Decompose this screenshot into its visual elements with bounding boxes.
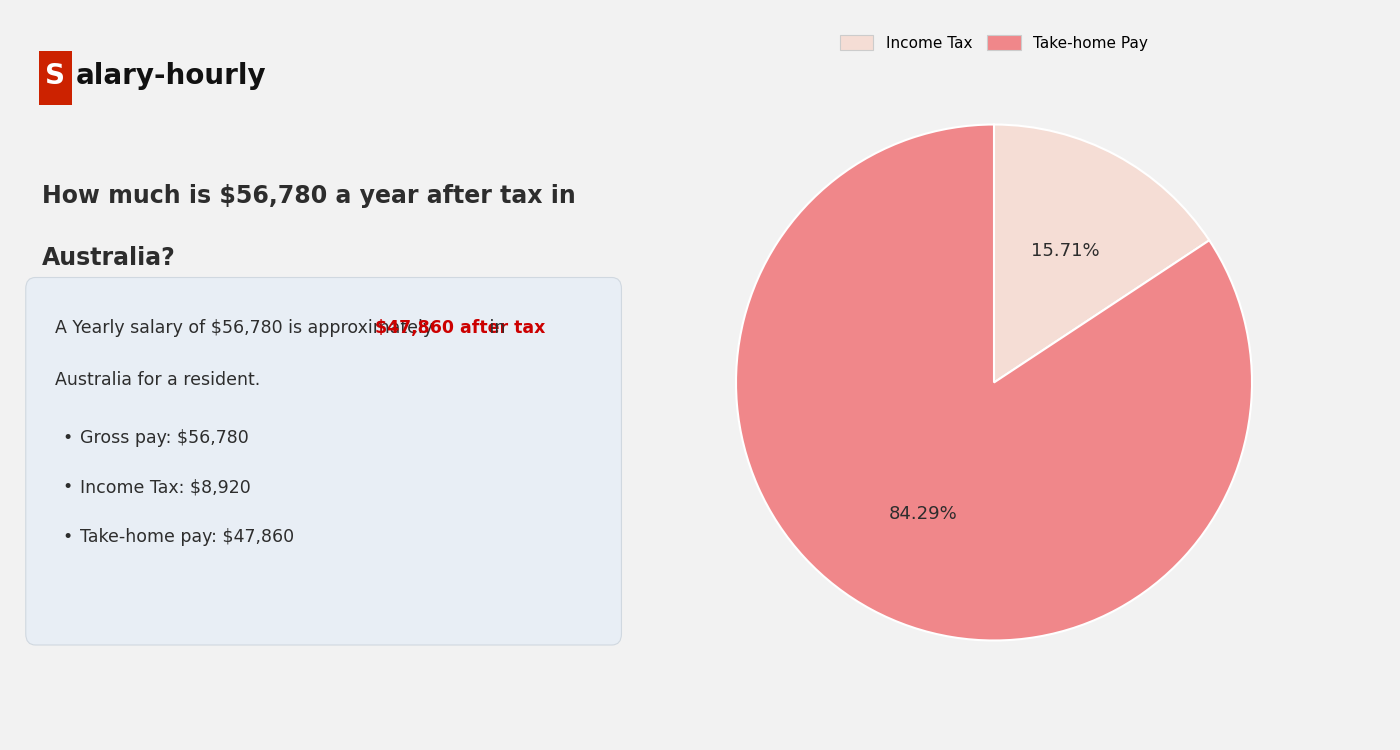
Text: in: in	[483, 319, 505, 337]
Text: 84.29%: 84.29%	[889, 506, 958, 524]
Text: •: •	[63, 528, 73, 546]
Text: Australia?: Australia?	[42, 246, 175, 270]
Text: Take-home pay: $47,860: Take-home pay: $47,860	[81, 528, 294, 546]
Text: $47,860 after tax: $47,860 after tax	[375, 319, 546, 337]
Legend: Income Tax, Take-home Pay: Income Tax, Take-home Pay	[834, 29, 1154, 57]
Wedge shape	[736, 124, 1252, 640]
Text: A Yearly salary of $56,780 is approximately: A Yearly salary of $56,780 is approximat…	[55, 319, 438, 337]
Text: 15.71%: 15.71%	[1030, 242, 1099, 260]
Text: Gross pay: $56,780: Gross pay: $56,780	[81, 429, 249, 447]
Text: •: •	[63, 478, 73, 496]
Wedge shape	[994, 124, 1210, 382]
Text: alary-hourly: alary-hourly	[76, 62, 266, 91]
Text: How much is $56,780 a year after tax in: How much is $56,780 a year after tax in	[42, 184, 575, 208]
FancyBboxPatch shape	[25, 278, 622, 645]
Text: Income Tax: $8,920: Income Tax: $8,920	[81, 478, 251, 496]
Text: Australia for a resident.: Australia for a resident.	[55, 371, 260, 389]
Text: •: •	[63, 429, 73, 447]
Text: S: S	[45, 62, 66, 91]
FancyBboxPatch shape	[39, 51, 73, 105]
